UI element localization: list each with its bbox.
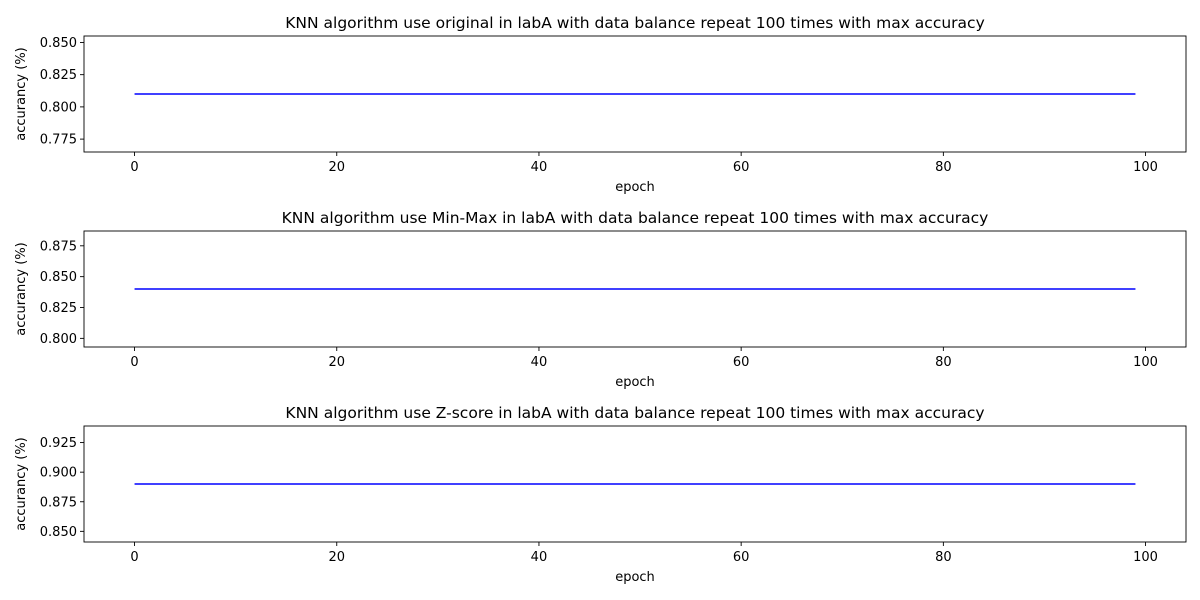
x-axis-label: epoch xyxy=(615,570,655,585)
y-tick-label: 0.850 xyxy=(40,36,77,51)
x-tick-label: 100 xyxy=(1133,355,1158,370)
x-tick-label: 0 xyxy=(130,160,138,175)
x-tick-label: 100 xyxy=(1133,550,1158,565)
x-tick-label: 0 xyxy=(130,355,138,370)
y-tick-label: 0.925 xyxy=(40,436,77,451)
chart-title: KNN algorithm use Z-score in labA with d… xyxy=(285,404,984,422)
y-axis-label: accurancy (%) xyxy=(14,437,29,531)
y-tick-label: 0.875 xyxy=(40,239,77,254)
chart-title: KNN algorithm use original in labA with … xyxy=(285,14,985,32)
x-tick-label: 40 xyxy=(531,160,548,175)
y-tick-label: 0.875 xyxy=(40,495,77,510)
x-tick-label: 100 xyxy=(1133,160,1158,175)
x-tick-label: 60 xyxy=(733,160,750,175)
y-tick-label: 0.825 xyxy=(40,68,77,83)
x-tick-label: 80 xyxy=(935,550,952,565)
x-tick-label: 40 xyxy=(531,355,548,370)
x-tick-label: 80 xyxy=(935,160,952,175)
chart-title: KNN algorithm use Min-Max in labA with d… xyxy=(282,209,989,227)
y-tick-label: 0.850 xyxy=(40,270,77,285)
y-tick-label: 0.800 xyxy=(40,332,77,347)
x-tick-label: 20 xyxy=(328,550,345,565)
y-tick-label: 0.825 xyxy=(40,301,77,316)
axes-frame xyxy=(83,35,1187,153)
x-axis-label: epoch xyxy=(615,180,655,195)
x-tick-label: 80 xyxy=(935,355,952,370)
y-tick-label: 0.775 xyxy=(40,133,77,148)
axes-frame xyxy=(83,230,1187,348)
y-axis-label: accurancy (%) xyxy=(14,47,29,141)
subplot-3: KNN algorithm use Z-score in labA with d… xyxy=(14,404,1187,585)
x-tick-label: 20 xyxy=(328,160,345,175)
axes-frame xyxy=(83,425,1187,543)
y-tick-label: 0.800 xyxy=(40,100,77,115)
y-tick-label: 0.900 xyxy=(40,466,77,481)
subplot-1: KNN algorithm use original in labA with … xyxy=(14,14,1187,195)
x-tick-label: 60 xyxy=(733,550,750,565)
subplot-2: KNN algorithm use Min-Max in labA with d… xyxy=(14,209,1187,390)
y-axis-label: accurancy (%) xyxy=(14,242,29,336)
x-tick-label: 60 xyxy=(733,355,750,370)
x-tick-label: 20 xyxy=(328,355,345,370)
x-tick-label: 0 xyxy=(130,550,138,565)
x-tick-label: 40 xyxy=(531,550,548,565)
x-axis-label: epoch xyxy=(615,375,655,390)
y-tick-label: 0.850 xyxy=(40,525,77,540)
